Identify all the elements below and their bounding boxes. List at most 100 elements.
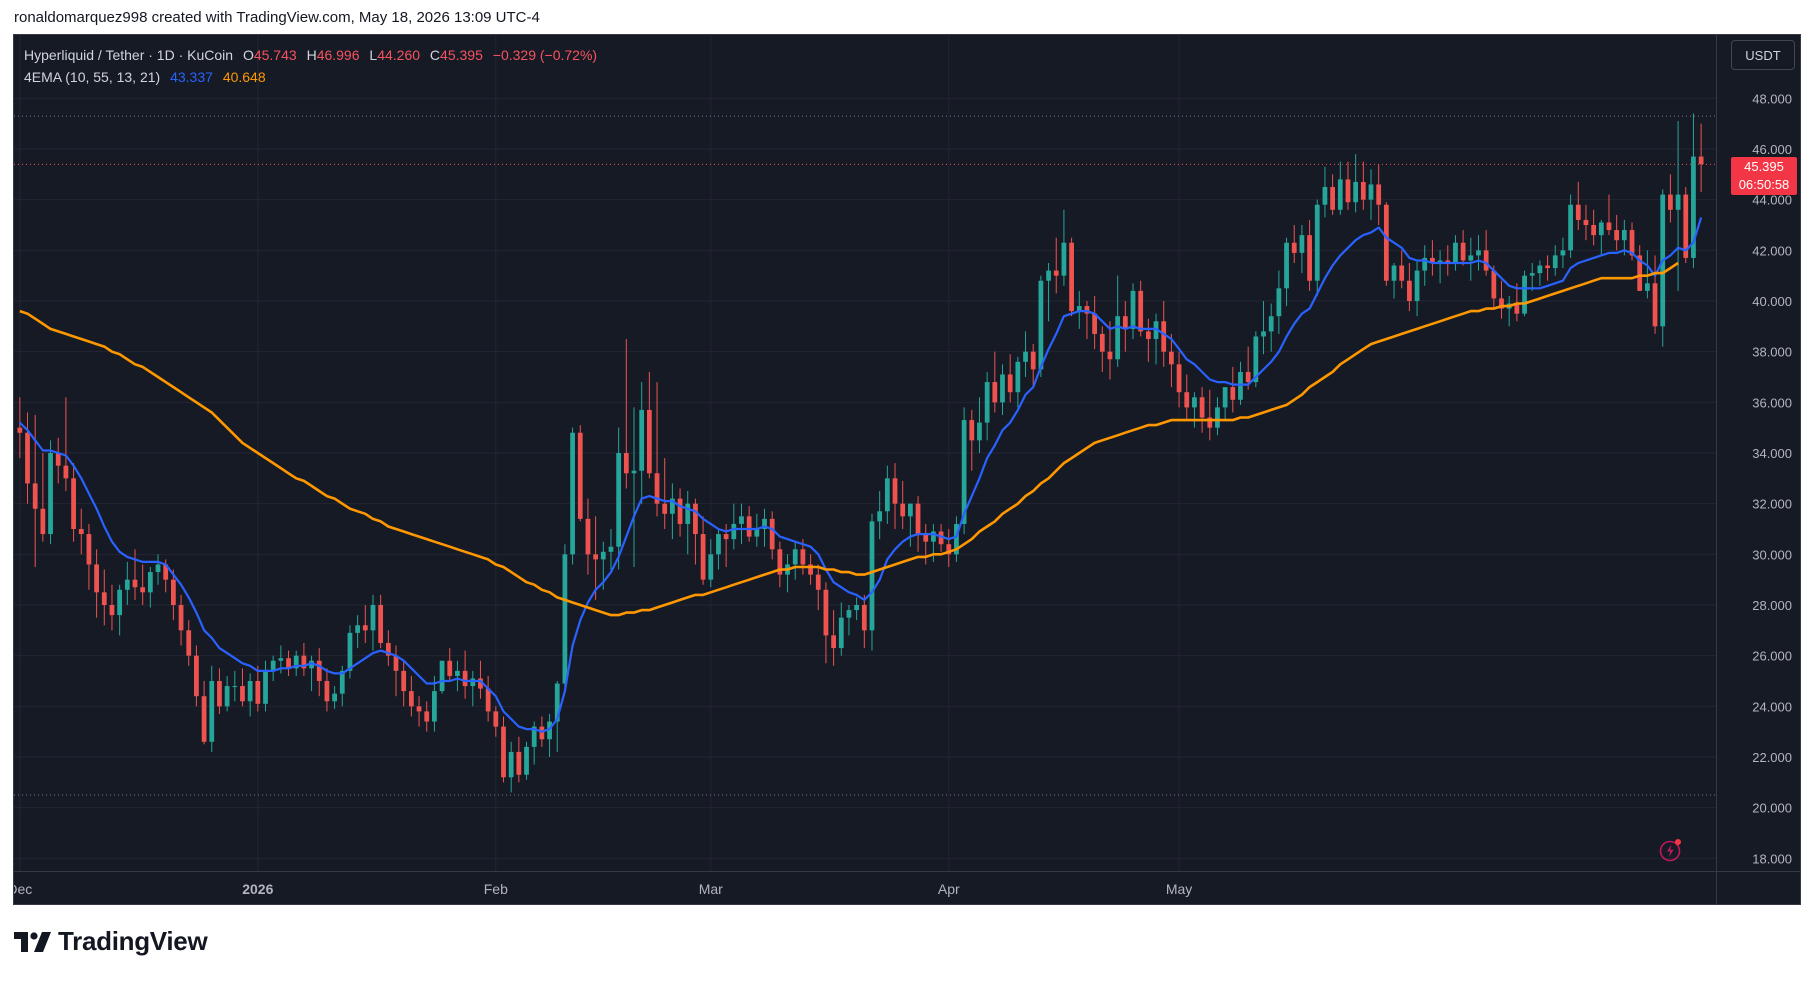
candle-body: [1644, 283, 1650, 291]
candle: [831, 610, 836, 666]
candle-body: [385, 643, 391, 656]
candle: [1000, 364, 1005, 415]
candle: [1015, 356, 1021, 408]
candle-body: [631, 470, 637, 474]
candle-body: [408, 691, 414, 707]
candle-body: [1468, 255, 1474, 261]
candle-body: [1307, 235, 1312, 281]
candle-body: [1691, 156, 1696, 258]
candle-body: [1422, 257, 1428, 271]
candle-body: [393, 655, 399, 671]
candle-body: [301, 655, 307, 669]
symbol-name[interactable]: Hyperliquid / Tether · 1D · KuCoin: [24, 47, 234, 63]
candle-body: [194, 655, 199, 697]
candle: [907, 503, 913, 547]
candle-body: [1276, 288, 1282, 317]
candle: [462, 650, 468, 699]
candle: [731, 503, 737, 550]
candle: [754, 513, 760, 547]
currency-selector-button[interactable]: USDT: [1731, 40, 1795, 70]
candle: [1207, 389, 1213, 441]
candle-body: [255, 681, 261, 704]
candle-body: [1161, 321, 1167, 352]
candle: [923, 523, 929, 565]
price-tick-label: 34.000: [1752, 446, 1792, 461]
candle: [562, 544, 568, 689]
candle-body: [1122, 316, 1128, 329]
candle-body: [1545, 265, 1550, 269]
time-scale[interactable]: Dec 2026 Feb Mar Apr May: [14, 871, 1800, 898]
candle-body: [240, 686, 245, 702]
candle-body: [900, 503, 906, 517]
candle: [900, 480, 906, 529]
candle: [1145, 318, 1151, 362]
candle: [808, 554, 813, 585]
bar-countdown-label: 06:50:58: [1738, 177, 1790, 192]
candle: [1023, 331, 1028, 377]
candle: [662, 458, 668, 529]
candle: [17, 397, 23, 459]
tradingview-logo[interactable]: TradingView: [14, 926, 208, 957]
candle-body: [1115, 316, 1121, 360]
candle-body: [877, 511, 883, 522]
candle-body: [1437, 260, 1443, 263]
candle-body: [1176, 364, 1182, 393]
lightning-alert-icon[interactable]: [1658, 837, 1684, 863]
candle-body: [838, 617, 844, 649]
candle: [1261, 301, 1266, 355]
candle: [1215, 397, 1220, 436]
candle: [708, 539, 714, 588]
candle-body: [508, 751, 514, 778]
candle-body: [524, 746, 529, 775]
candle-body: [1261, 331, 1266, 337]
candle-body: [186, 630, 192, 656]
candle: [1675, 121, 1681, 291]
candle: [977, 397, 982, 453]
candle: [1575, 181, 1581, 231]
candle: [1276, 270, 1282, 334]
candle-body: [401, 670, 407, 692]
candle-body: [1583, 219, 1589, 225]
candle: [101, 569, 107, 626]
candle-body: [547, 721, 552, 740]
candle-body: [1268, 316, 1274, 332]
candle-body: [355, 625, 361, 633]
candle: [1598, 219, 1604, 256]
candle: [815, 564, 821, 611]
candle: [877, 491, 883, 540]
candle: [25, 412, 30, 504]
candle-body: [992, 382, 998, 403]
candle: [94, 549, 99, 618]
candle-body: [1383, 204, 1389, 281]
candle-body: [954, 523, 959, 555]
candle-body: [1030, 351, 1036, 370]
candle: [677, 488, 683, 537]
candle-body: [1222, 387, 1228, 408]
candle: [1614, 214, 1620, 251]
candle: [1453, 235, 1458, 271]
candle: [455, 660, 460, 692]
candle-body: [224, 686, 230, 707]
candle: [117, 584, 123, 636]
candle-body: [800, 549, 806, 565]
ema-slow-line: [19, 261, 1679, 617]
candlestick-chart[interactable]: 18.000 20.000 22.000 24.000 26.000 28.000 30.0…: [14, 35, 1800, 904]
candle-body: [600, 551, 606, 560]
last-price-label: 45.395: [1744, 159, 1784, 174]
indicator-name[interactable]: 4EMA (10, 55, 13, 21): [24, 69, 161, 85]
candle: [1107, 321, 1113, 380]
candle: [201, 681, 207, 745]
candle-body: [1015, 361, 1021, 393]
candle: [1522, 270, 1527, 317]
candle-body: [1291, 242, 1297, 253]
candle-body: [109, 605, 115, 616]
price-scale[interactable]: 18.000 20.000 22.000 24.000 26.000 28.000 30.0…: [1716, 35, 1793, 904]
chart-pane[interactable]: 18.000 20.000 22.000 24.000 26.000 28.000 30.0…: [13, 34, 1801, 905]
candle: [439, 660, 445, 694]
candle-body: [1099, 333, 1105, 352]
candle-body: [1598, 222, 1604, 236]
candle: [71, 463, 76, 542]
candle-body: [1230, 387, 1236, 400]
candle: [1184, 374, 1190, 421]
open-value: 45.743: [253, 47, 297, 63]
